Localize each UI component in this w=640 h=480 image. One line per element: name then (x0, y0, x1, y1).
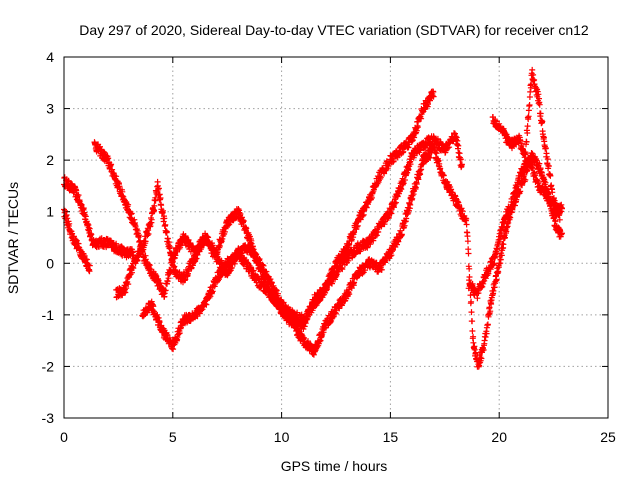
x-tick-label: 10 (274, 429, 290, 445)
y-tick-label: 2 (46, 152, 54, 168)
x-tick-label: 0 (60, 429, 68, 445)
y-axis-label: SDTVAR / TECUs (5, 182, 21, 294)
y-tick-label: 3 (46, 101, 54, 117)
x-tick-label: 5 (169, 429, 177, 445)
y-tick-label: -2 (42, 358, 55, 374)
chart-title: Day 297 of 2020, Sidereal Day-to-day VTE… (79, 22, 589, 38)
x-axis-label: GPS time / hours (281, 458, 388, 474)
y-tick-label: 0 (46, 255, 54, 271)
y-tick-label: 4 (46, 49, 54, 65)
data-series-track-8 (489, 66, 563, 223)
y-tick-label: -1 (42, 307, 55, 323)
data-series-track-5 (139, 144, 470, 358)
plot-frame (63, 56, 609, 419)
y-tick-label: 1 (46, 204, 54, 220)
data-series-track-6 (463, 150, 565, 370)
x-tick-label: 25 (600, 429, 616, 445)
x-tick-label: 15 (383, 429, 399, 445)
y-tick-label: -3 (42, 410, 55, 426)
x-tick-label: 20 (491, 429, 507, 445)
data-points (61, 66, 565, 370)
data-series-track-1 (61, 174, 137, 261)
